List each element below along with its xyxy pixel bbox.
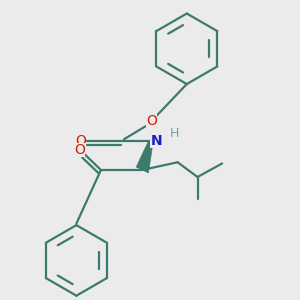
Text: N: N bbox=[150, 134, 162, 148]
Polygon shape bbox=[136, 141, 153, 173]
Text: O: O bbox=[146, 114, 157, 128]
Text: H: H bbox=[170, 127, 179, 140]
Text: O: O bbox=[74, 143, 85, 157]
Text: O: O bbox=[76, 134, 86, 148]
